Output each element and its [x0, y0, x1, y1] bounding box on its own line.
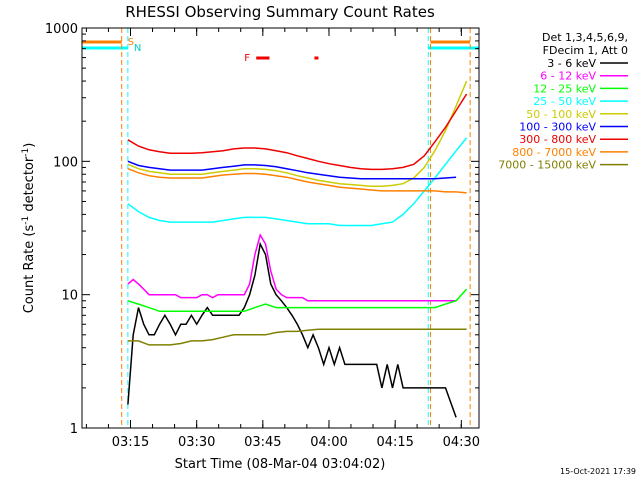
y-axis-label-sup1: -1	[21, 216, 31, 225]
footer-date: 15-Oct-2021 17:39	[560, 467, 636, 476]
x-tick-label: 03:30	[178, 435, 215, 450]
legend-entry-label: 12 - 25 keV	[533, 82, 596, 95]
legend-entry-label: 3 - 6 keV	[547, 57, 596, 70]
status-flags: SN F	[82, 37, 479, 64]
legend-header-line: FDecim 1, Att 0	[543, 44, 628, 57]
x-axis: 03:15 03:30 03:45 04:00 04:15 04:30	[85, 28, 480, 450]
x-tick-label: 04:15	[376, 435, 413, 450]
saa-flag-label: S	[128, 37, 134, 48]
series-line-25-50-kev	[127, 137, 468, 227]
y-axis: 1 10 100 1000	[45, 22, 479, 437]
series-line-100-300-kev	[127, 160, 457, 180]
series-line-6-12-kev	[127, 233, 457, 302]
flare-flag-label: F	[244, 53, 250, 64]
chart-title: RHESSI Observing Summary Count Rates	[125, 3, 435, 21]
legend: Det 1,3,4,5,6,9,FDecim 1, Att 03 - 6 keV…	[498, 31, 628, 172]
y-axis-label-prefix: Count Rate (s	[22, 225, 37, 314]
y-tick-label: 1	[70, 422, 78, 437]
x-axis-label: Start Time (08-Mar-04 03:04:02)	[175, 457, 386, 472]
y-axis-label: Count Rate (s-1 detector-1)	[21, 143, 37, 314]
series-line-7000-15000-kev	[127, 328, 467, 346]
y-axis-label-mid: detector	[22, 156, 37, 216]
legend-entry-label: 25 - 50 keV	[533, 95, 596, 108]
y-tick-label: 10	[61, 289, 78, 304]
interval-lines	[121, 28, 471, 428]
series-line-800-7000-kev	[127, 168, 467, 194]
y-tick-label: 100	[53, 155, 78, 170]
y-axis-label-sup2: -1	[21, 148, 31, 157]
night-flag-label: N	[134, 43, 141, 54]
plot-frame	[81, 27, 480, 429]
series-line-12-25-kev	[127, 288, 468, 313]
legend-entry-label: 100 - 300 keV	[519, 121, 596, 134]
legend-entry-label: 50 - 100 keV	[526, 108, 596, 121]
series-line-300-800-kev	[127, 93, 468, 171]
legend-entry-label: 6 - 12 keV	[540, 70, 596, 83]
series-line-50-100-kev	[127, 80, 468, 188]
x-tick-label: 03:45	[244, 435, 281, 450]
legend-header-line: Det 1,3,4,5,6,9,	[542, 31, 628, 44]
x-tick-label: 03:15	[112, 435, 149, 450]
legend-entry-label: 7000 - 15000 keV	[498, 159, 596, 172]
series-line-3-6-kev	[127, 241, 457, 418]
series-layer	[127, 80, 468, 418]
legend-entry-label: 800 - 7000 keV	[512, 146, 596, 159]
y-axis-label-suffix: )	[22, 143, 37, 148]
x-tick-label: 04:30	[443, 435, 480, 450]
legend-entry-label: 300 - 800 keV	[519, 133, 596, 146]
y-tick-label: 1000	[45, 22, 78, 37]
x-tick-label: 04:00	[310, 435, 347, 450]
